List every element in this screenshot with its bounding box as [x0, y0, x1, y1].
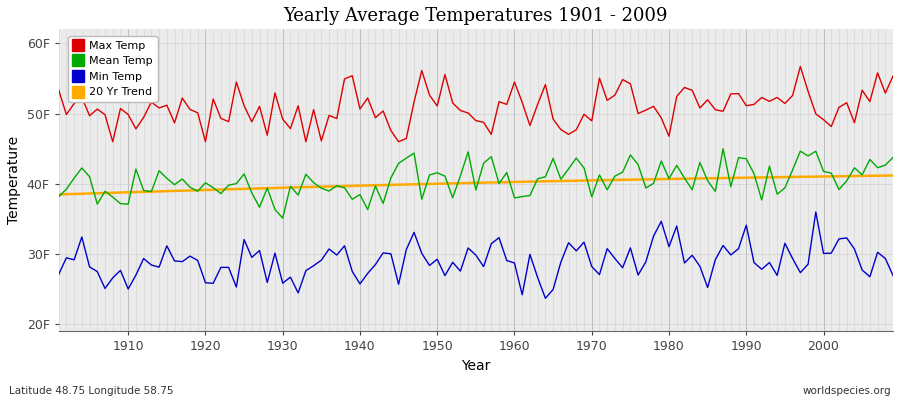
Y-axis label: Temperature: Temperature: [7, 136, 21, 224]
Text: worldspecies.org: worldspecies.org: [803, 386, 891, 396]
X-axis label: Year: Year: [461, 359, 491, 373]
Title: Yearly Average Temperatures 1901 - 2009: Yearly Average Temperatures 1901 - 2009: [284, 7, 668, 25]
Legend: Max Temp, Mean Temp, Min Temp, 20 Yr Trend: Max Temp, Mean Temp, Min Temp, 20 Yr Tre…: [68, 36, 158, 102]
Text: Latitude 48.75 Longitude 58.75: Latitude 48.75 Longitude 58.75: [9, 386, 174, 396]
